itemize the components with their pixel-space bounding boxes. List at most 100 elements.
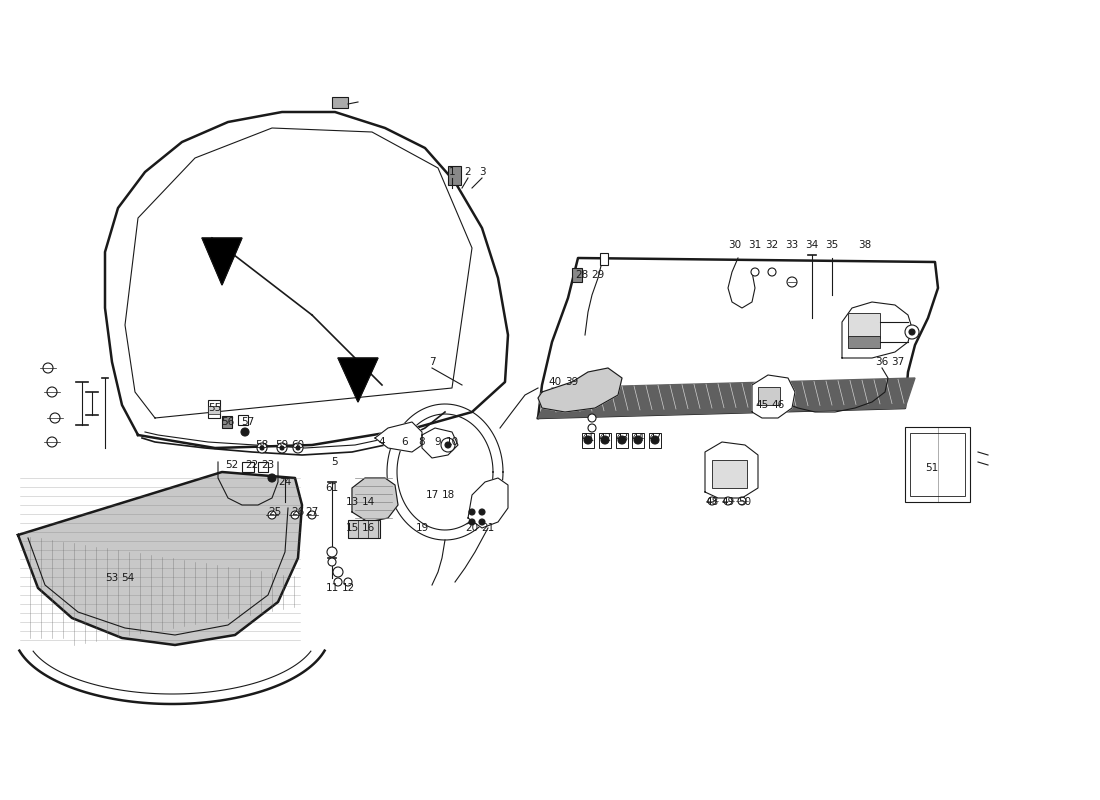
Text: 6: 6	[402, 437, 408, 447]
Text: 35: 35	[825, 240, 838, 250]
Text: 41: 41	[582, 433, 595, 443]
Circle shape	[344, 578, 352, 586]
Circle shape	[277, 443, 287, 453]
Text: 1: 1	[449, 167, 455, 177]
Circle shape	[296, 446, 300, 450]
Circle shape	[584, 436, 592, 444]
FancyBboxPatch shape	[905, 427, 970, 502]
Circle shape	[327, 547, 337, 557]
Bar	[448, 166, 461, 185]
Circle shape	[634, 436, 642, 444]
Circle shape	[260, 446, 264, 450]
Circle shape	[738, 497, 746, 505]
Bar	[238, 415, 248, 425]
Circle shape	[708, 497, 716, 505]
Circle shape	[651, 436, 659, 444]
Circle shape	[292, 511, 299, 519]
Text: 48: 48	[705, 497, 718, 507]
Text: 18: 18	[441, 490, 454, 500]
Text: 13: 13	[345, 497, 359, 507]
Bar	[222, 416, 232, 428]
Polygon shape	[125, 128, 472, 418]
Circle shape	[478, 519, 485, 525]
Text: 26: 26	[292, 507, 305, 517]
Text: 36: 36	[876, 357, 889, 367]
Circle shape	[257, 443, 267, 453]
Bar	[910, 433, 965, 496]
Text: 34: 34	[805, 240, 818, 250]
Polygon shape	[18, 472, 303, 645]
Text: 32: 32	[766, 240, 779, 250]
Circle shape	[618, 436, 626, 444]
Circle shape	[334, 578, 342, 586]
Text: 40: 40	[549, 377, 562, 387]
Bar	[208, 400, 220, 418]
Bar	[348, 520, 380, 538]
Bar	[848, 336, 880, 348]
Text: 16: 16	[362, 523, 375, 533]
Circle shape	[768, 268, 776, 276]
Text: 42: 42	[598, 433, 612, 443]
Text: 5: 5	[332, 457, 339, 467]
Text: 45: 45	[756, 400, 769, 410]
Polygon shape	[104, 112, 508, 448]
Polygon shape	[752, 375, 795, 418]
Text: 51: 51	[925, 463, 938, 473]
Bar	[258, 462, 268, 472]
Circle shape	[441, 438, 455, 452]
Bar	[600, 253, 608, 265]
Bar	[616, 433, 628, 448]
Bar	[208, 406, 220, 414]
Text: 2: 2	[464, 167, 471, 177]
Text: 24: 24	[278, 477, 292, 487]
Text: 44: 44	[631, 433, 645, 443]
Text: 37: 37	[891, 357, 904, 367]
Bar	[649, 433, 661, 448]
Circle shape	[241, 428, 249, 436]
Circle shape	[268, 474, 276, 482]
Bar	[712, 460, 747, 488]
Circle shape	[601, 436, 609, 444]
Text: 53: 53	[106, 573, 119, 583]
Circle shape	[293, 443, 303, 453]
Circle shape	[751, 268, 759, 276]
Polygon shape	[538, 258, 938, 418]
Text: 55: 55	[208, 403, 221, 413]
Text: 31: 31	[748, 240, 761, 250]
Text: 19: 19	[416, 523, 429, 533]
Text: 3: 3	[478, 167, 485, 177]
Circle shape	[478, 509, 485, 515]
Text: 60: 60	[292, 440, 305, 450]
Text: 38: 38	[858, 240, 871, 250]
Polygon shape	[842, 302, 912, 358]
Text: 46: 46	[771, 400, 784, 410]
Circle shape	[909, 329, 915, 335]
Text: 23: 23	[262, 460, 275, 470]
Circle shape	[280, 446, 284, 450]
Text: 20: 20	[465, 523, 478, 533]
Circle shape	[328, 558, 336, 566]
Polygon shape	[352, 478, 398, 522]
Polygon shape	[538, 378, 915, 418]
Text: 39: 39	[565, 377, 579, 387]
Text: 27: 27	[306, 507, 319, 517]
Circle shape	[268, 511, 276, 519]
Text: 22: 22	[245, 460, 258, 470]
Text: 25: 25	[268, 507, 282, 517]
Circle shape	[588, 424, 596, 432]
Text: 28: 28	[575, 270, 589, 280]
Circle shape	[47, 387, 57, 397]
Bar	[572, 268, 582, 282]
Circle shape	[47, 437, 57, 447]
Text: 47: 47	[648, 433, 661, 443]
Circle shape	[50, 413, 60, 423]
Text: 43: 43	[615, 433, 628, 443]
Text: 12: 12	[341, 583, 354, 593]
Text: 49: 49	[722, 497, 735, 507]
Text: 10: 10	[446, 437, 459, 447]
Circle shape	[905, 325, 918, 339]
Text: 9: 9	[434, 437, 441, 447]
Bar	[758, 387, 780, 405]
Circle shape	[469, 509, 475, 515]
Circle shape	[786, 277, 798, 287]
